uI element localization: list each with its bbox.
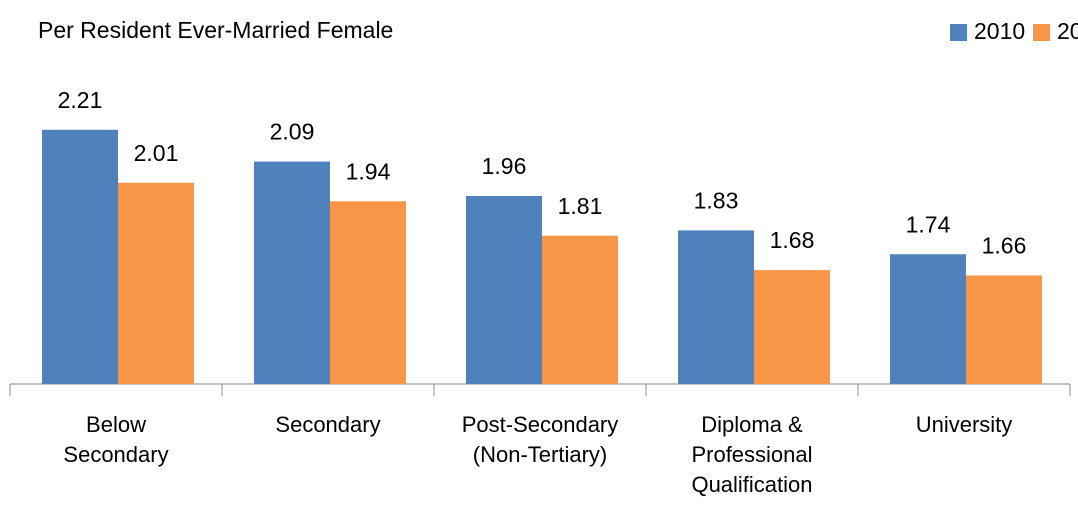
x-tick-label: Secondary bbox=[275, 412, 381, 437]
legend-swatch bbox=[950, 24, 967, 41]
value-label: 1.96 bbox=[482, 153, 527, 179]
bar bbox=[466, 195, 542, 384]
value-label: 2.21 bbox=[58, 87, 103, 113]
bar bbox=[254, 161, 330, 384]
legend-swatch bbox=[1033, 24, 1050, 41]
bar bbox=[118, 182, 194, 384]
bar bbox=[330, 201, 406, 384]
bar bbox=[754, 270, 830, 384]
value-label: 1.74 bbox=[906, 211, 951, 237]
bar bbox=[542, 235, 618, 384]
legend-label: 2010 bbox=[974, 18, 1025, 44]
value-label: 2.09 bbox=[270, 119, 315, 145]
bar bbox=[966, 275, 1042, 384]
value-label: 1.83 bbox=[694, 187, 739, 213]
bar bbox=[42, 129, 118, 384]
value-label: 1.81 bbox=[558, 193, 603, 219]
value-label: 1.94 bbox=[346, 158, 391, 184]
x-tick-label: University bbox=[915, 412, 1013, 437]
value-label: 1.68 bbox=[770, 227, 815, 253]
value-label: 2.01 bbox=[134, 140, 179, 166]
legend-label: 2020 bbox=[1057, 18, 1078, 44]
chart-title: Per Resident Ever-Married Female bbox=[38, 17, 393, 43]
x-tick-label: Post-Secondary (Non-Tertiary) bbox=[461, 412, 619, 467]
x-tick-label: Diploma & Professional Qualification bbox=[691, 412, 813, 497]
bar bbox=[678, 230, 754, 384]
bar bbox=[890, 254, 966, 384]
x-tick-label: Below Secondary bbox=[63, 412, 169, 467]
value-label: 1.66 bbox=[982, 233, 1027, 259]
